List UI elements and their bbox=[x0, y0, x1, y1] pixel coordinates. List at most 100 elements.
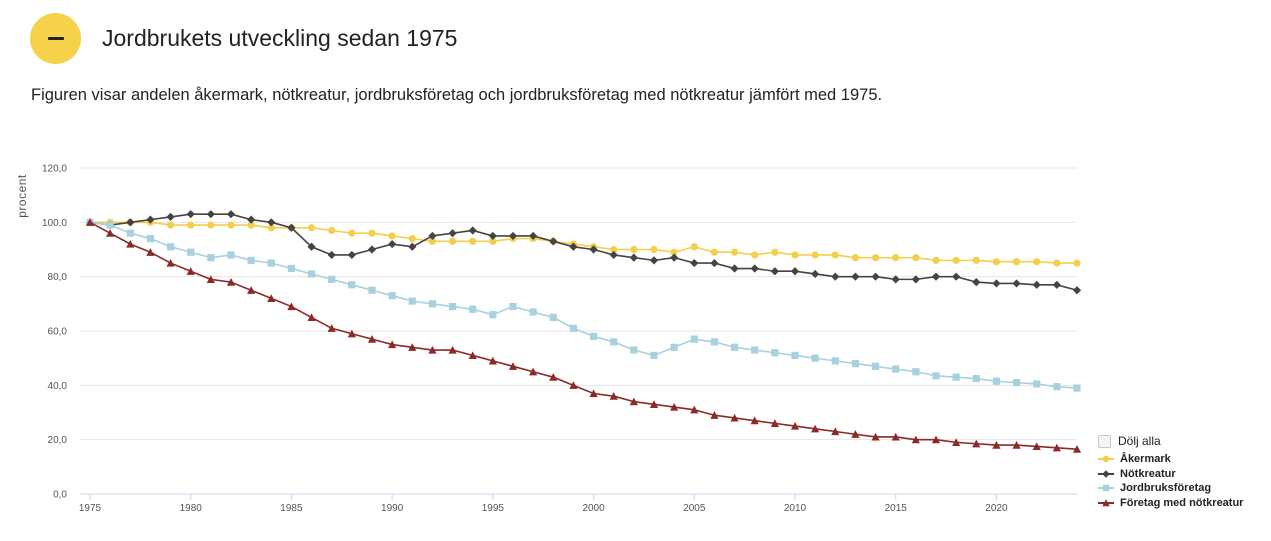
data-point bbox=[831, 272, 840, 281]
data-point bbox=[448, 302, 457, 311]
legend-symbol bbox=[1102, 485, 1110, 492]
legend-symbol bbox=[1102, 470, 1110, 478]
series-line bbox=[89, 221, 1078, 450]
data-point bbox=[367, 335, 377, 343]
data-point bbox=[367, 245, 377, 254]
data-point bbox=[871, 362, 880, 370]
legend-item[interactable]: Företag med nötkreatur bbox=[1098, 496, 1243, 511]
legend-item[interactable]: Åkermark bbox=[1098, 452, 1243, 467]
data-point bbox=[468, 351, 477, 360]
data-point bbox=[126, 218, 135, 227]
series-1 bbox=[85, 210, 1082, 295]
data-point bbox=[791, 251, 799, 259]
data-point bbox=[1073, 259, 1081, 267]
data-point bbox=[247, 256, 255, 264]
data-point bbox=[368, 286, 376, 294]
data-point bbox=[892, 365, 900, 373]
data-point bbox=[1072, 286, 1082, 295]
data-point bbox=[207, 221, 215, 229]
data-point bbox=[851, 272, 860, 281]
data-point bbox=[629, 253, 638, 262]
data-point bbox=[448, 229, 457, 238]
data-point bbox=[509, 302, 517, 311]
data-point bbox=[327, 250, 336, 260]
data-point bbox=[931, 435, 941, 444]
data-point bbox=[529, 308, 537, 316]
data-point bbox=[307, 242, 316, 251]
data-point bbox=[589, 389, 598, 398]
data-point bbox=[851, 430, 860, 438]
data-point bbox=[690, 405, 699, 414]
data-point bbox=[1033, 380, 1041, 388]
data-point bbox=[226, 278, 236, 286]
data-point bbox=[992, 258, 1001, 266]
data-point bbox=[428, 345, 437, 354]
data-point bbox=[146, 235, 155, 243]
data-point bbox=[831, 251, 839, 259]
data-point bbox=[508, 231, 518, 241]
x-tick-label: 1975 bbox=[79, 503, 102, 514]
hide-all-toggle[interactable]: Dölj alla bbox=[1098, 432, 1243, 450]
data-point bbox=[992, 279, 1001, 288]
legend-marker-icon bbox=[1098, 499, 1114, 506]
data-point bbox=[952, 272, 961, 281]
data-point bbox=[368, 229, 376, 237]
legend-label: Åkermark bbox=[1120, 453, 1171, 466]
data-point bbox=[710, 411, 719, 419]
data-point bbox=[408, 297, 416, 305]
data-point bbox=[408, 343, 417, 351]
data-point bbox=[388, 340, 397, 349]
data-point bbox=[468, 226, 477, 235]
data-point bbox=[791, 351, 799, 360]
data-point bbox=[630, 245, 638, 254]
data-point bbox=[569, 381, 578, 389]
data-point bbox=[649, 400, 659, 408]
data-point bbox=[408, 235, 416, 243]
data-point bbox=[932, 256, 940, 264]
data-point bbox=[469, 305, 477, 313]
data-point bbox=[629, 397, 638, 406]
data-point bbox=[972, 374, 980, 383]
legend-items: Åkermark Nötkreatur Jordbruksföretag Företa… bbox=[1098, 452, 1243, 510]
data-point bbox=[186, 267, 195, 275]
x-tick-label: 1980 bbox=[180, 503, 203, 514]
data-point bbox=[388, 239, 397, 249]
legend-label: Nötkreatur bbox=[1120, 467, 1176, 480]
data-point bbox=[1033, 258, 1041, 266]
data-point bbox=[206, 210, 215, 219]
chart-legend: Dölj alla Åkermark Nötkreatur Jordbruksför… bbox=[1098, 432, 1243, 510]
data-point bbox=[751, 251, 759, 259]
legend-item[interactable]: Jordbruksföretag bbox=[1098, 481, 1243, 496]
legend-label: Jordbruksföretag bbox=[1120, 482, 1212, 495]
collapse-toggle-button[interactable] bbox=[30, 12, 81, 64]
data-point bbox=[811, 251, 819, 259]
data-point bbox=[529, 367, 538, 376]
data-point bbox=[650, 245, 658, 254]
x-tick-label: 1995 bbox=[482, 503, 505, 514]
y-tick-label: 120,0 bbox=[42, 164, 67, 175]
data-point bbox=[730, 343, 739, 351]
data-point bbox=[670, 248, 678, 256]
data-point bbox=[549, 313, 557, 322]
data-point bbox=[287, 264, 296, 273]
checkbox-icon[interactable] bbox=[1098, 434, 1111, 448]
data-point bbox=[267, 259, 275, 267]
data-point bbox=[630, 346, 638, 354]
data-point bbox=[851, 254, 860, 262]
y-tick-label: 100,0 bbox=[42, 218, 67, 229]
data-point bbox=[730, 248, 739, 256]
data-point bbox=[670, 402, 679, 411]
data-point bbox=[589, 245, 598, 254]
data-point bbox=[972, 278, 981, 287]
data-point bbox=[85, 218, 95, 226]
data-point bbox=[992, 377, 1001, 385]
data-point bbox=[207, 254, 215, 262]
data-point bbox=[146, 248, 155, 256]
page-title: Jordbrukets utveckling sedan 1975 bbox=[102, 24, 458, 51]
data-point bbox=[891, 432, 900, 441]
legend-item[interactable]: Nötkreatur bbox=[1098, 467, 1243, 482]
data-point bbox=[187, 221, 195, 229]
data-point bbox=[790, 267, 800, 276]
legend-symbol bbox=[1102, 499, 1110, 506]
data-point bbox=[287, 223, 296, 232]
